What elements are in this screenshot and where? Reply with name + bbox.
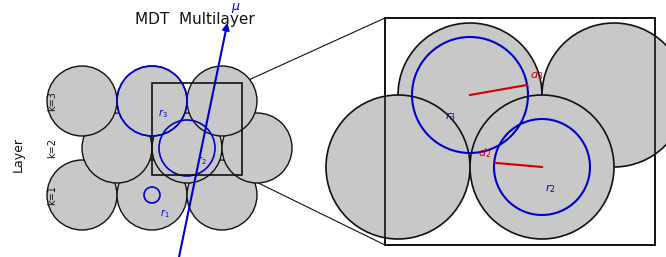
Circle shape [222,113,292,183]
Text: $\mu$: $\mu$ [231,1,240,15]
Circle shape [117,66,187,136]
Circle shape [47,160,117,230]
Text: Layer: Layer [11,137,25,172]
Circle shape [117,160,187,230]
Circle shape [187,66,257,136]
Circle shape [470,95,614,239]
Bar [152,83,242,175]
Text: k=3: k=3 [47,91,57,111]
Circle shape [542,23,666,167]
Bar [385,18,655,245]
Circle shape [187,160,257,230]
Circle shape [82,113,152,183]
Text: $r_3$: $r_3$ [158,107,168,120]
Text: $d_3$: $d_3$ [530,68,543,82]
Text: MDT  Multilayer: MDT Multilayer [135,12,255,27]
Text: $r_2$: $r_2$ [197,154,206,167]
Text: $r_2$: $r_2$ [545,182,555,195]
Text: $r_1$: $r_1$ [160,207,170,220]
Bar [385,18,655,245]
Text: $d_2$: $d_2$ [478,146,492,160]
Bar [385,18,655,245]
Circle shape [47,66,117,136]
Circle shape [152,113,222,183]
Text: $r_3$: $r_3$ [445,110,456,123]
Text: k=1: k=1 [47,185,57,205]
Circle shape [398,23,542,167]
Text: k=2: k=2 [47,138,57,158]
Circle shape [326,95,470,239]
